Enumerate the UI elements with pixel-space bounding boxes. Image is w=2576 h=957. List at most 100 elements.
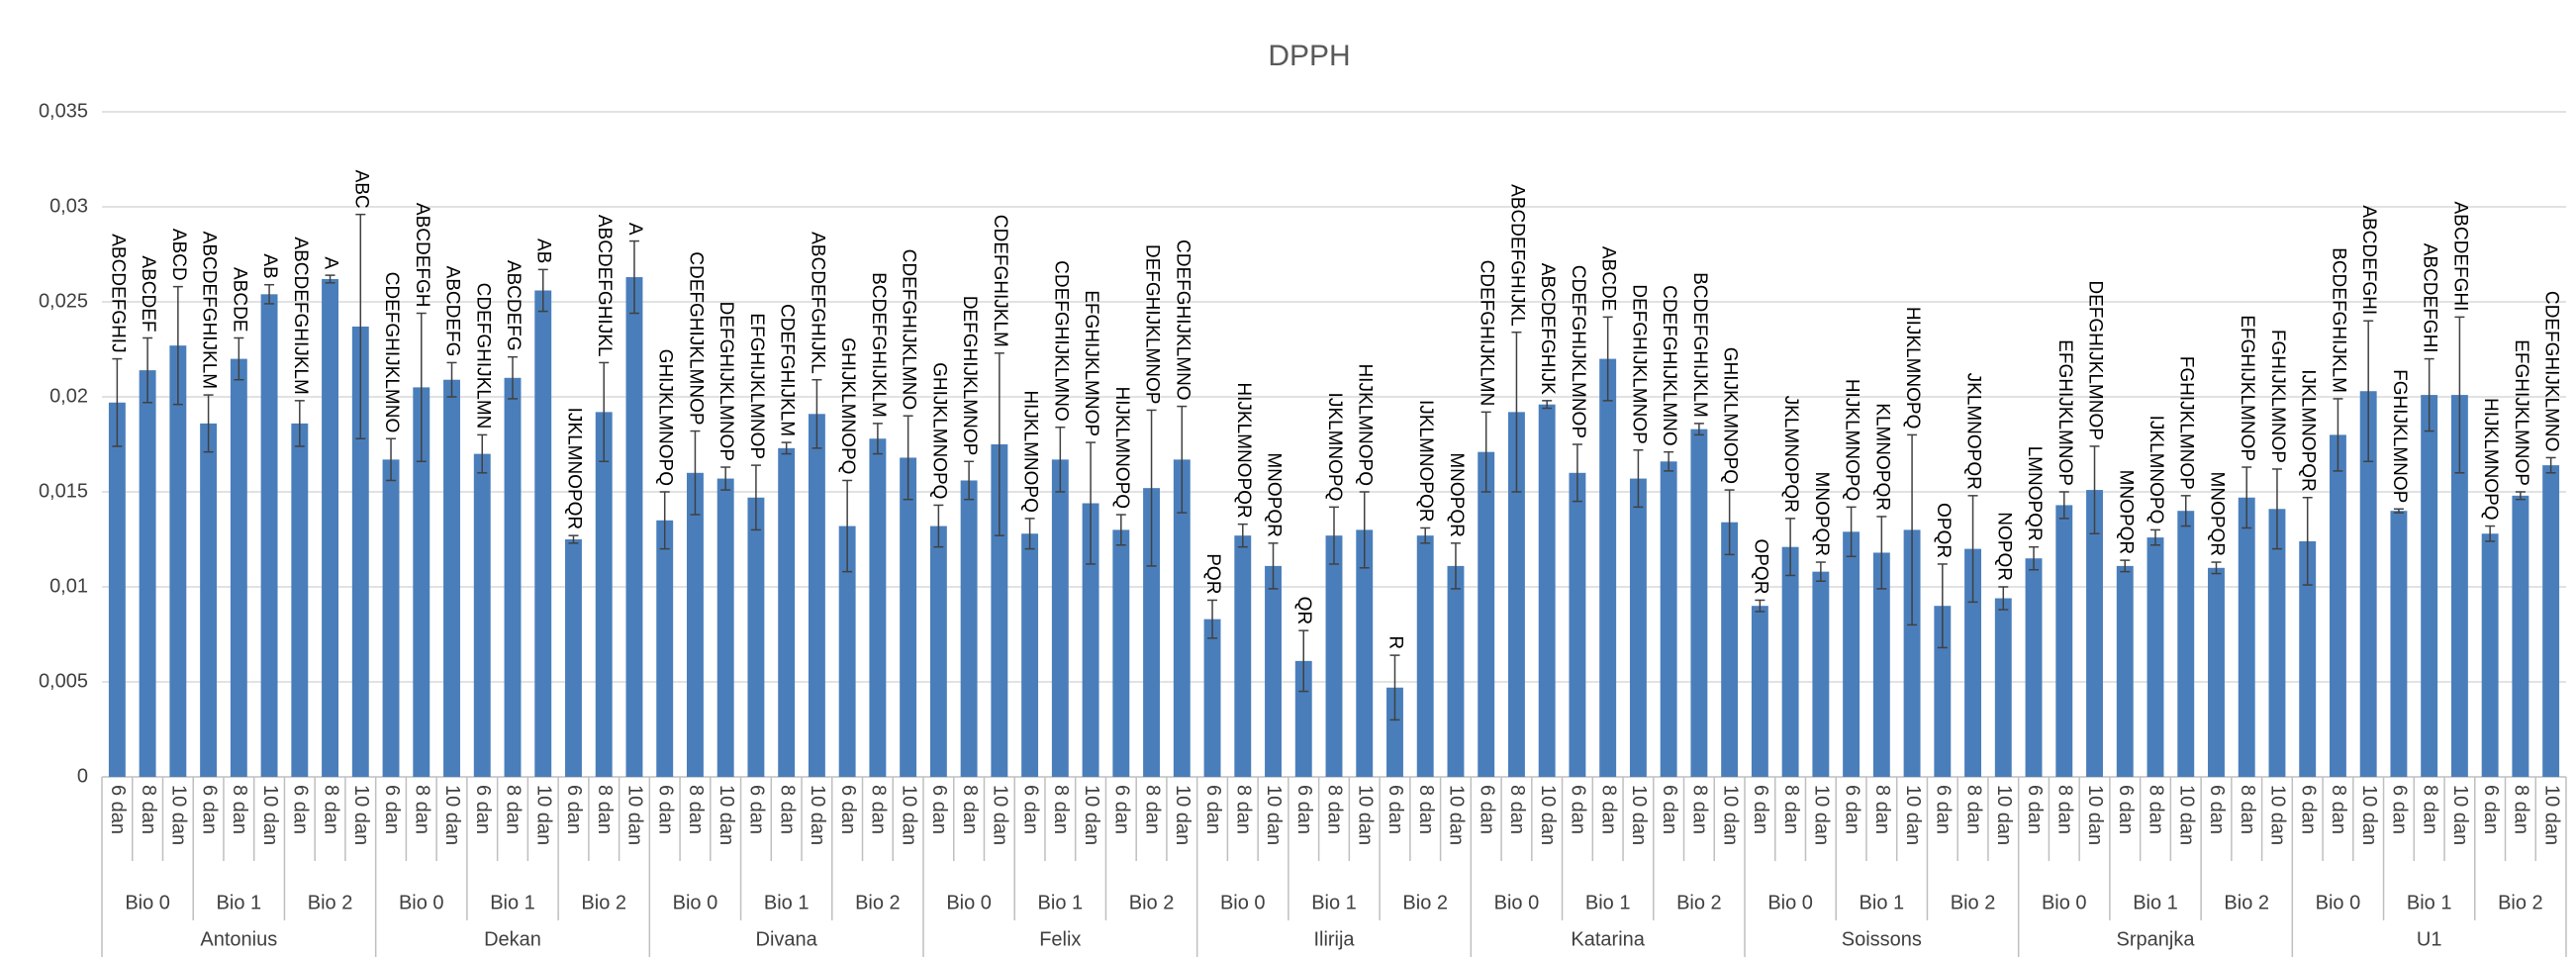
annotation: CDEFGHIJKLMNO (1659, 285, 1679, 446)
x-tick-label: 10 dan (807, 785, 828, 845)
error-bar (2302, 497, 2313, 586)
annotation: DEFGHIJKLMNOP (1628, 284, 1649, 444)
error-bar (1937, 563, 1948, 649)
error-bar (568, 534, 579, 544)
bar (1112, 529, 1130, 777)
bio-group-label: Bio 2 (2498, 892, 2543, 913)
annotation: EFGHIJKLMNOP (2511, 339, 2531, 486)
error-bar (1237, 523, 1248, 548)
annotation: ABCDEFGHIJKL (1506, 184, 1527, 327)
bar (778, 447, 796, 777)
error-bar (750, 464, 761, 531)
bar (1903, 529, 1921, 777)
annotation: OPQR (1750, 538, 1770, 594)
annotation: IJKLMNOPQR (2298, 369, 2319, 492)
error-bar (325, 274, 335, 284)
x-tick-label: 10 dan (898, 785, 919, 845)
x-tick-label: 8 dan (1050, 785, 1072, 834)
x-tick-label: 6 dan (1293, 785, 1315, 834)
error-bar (964, 460, 975, 501)
x-tick-label: 10 dan (1628, 785, 1650, 845)
variety-label: Felix (1039, 928, 1081, 950)
annotation: HIJKLMNOPQ (1842, 379, 1862, 502)
bar (716, 478, 734, 777)
bar (838, 526, 856, 777)
bar (2147, 537, 2164, 777)
error-bar (1268, 542, 1279, 590)
bio-group-label: Bio 2 (1676, 892, 1722, 913)
x-tick-label: 6 dan (1659, 785, 1680, 834)
x-tick-label: 10 dan (2084, 785, 2106, 845)
annotation: R (1384, 635, 1405, 649)
x-tick-label: 8 dan (229, 785, 250, 834)
error-bar (203, 394, 214, 453)
x-tick-label: 6 dan (1476, 785, 1497, 834)
annotation: DEFGHIJKLMNOP (2085, 280, 2106, 440)
x-tick-label: 6 dan (1841, 785, 1862, 834)
bio-group-label: Bio 2 (308, 892, 353, 913)
error-bar (1115, 514, 1126, 546)
bar (2329, 434, 2346, 777)
annotation: EFGHIJKLMNOP (746, 313, 767, 459)
bar (200, 423, 218, 777)
bar (1843, 531, 1860, 777)
bar (1143, 488, 1161, 777)
annotation: GHIJKLMNOPQ (837, 337, 858, 474)
bar (1781, 546, 1799, 777)
bar (1538, 404, 1556, 777)
x-tick-label: 8 dan (320, 785, 341, 834)
error-bar (933, 504, 944, 548)
annotation: CDEFGHIJKLM (990, 215, 1010, 347)
annotation: HIJKLMNOPQ (1355, 363, 1376, 486)
bar (2481, 533, 2499, 777)
bio-group-label: Bio 0 (1494, 892, 1540, 913)
bar (1964, 548, 1982, 777)
x-tick-label: 10 dan (624, 785, 646, 845)
annotation: ABCDEFG (503, 260, 524, 351)
error-bar (1177, 405, 1188, 514)
error-bar (2089, 445, 2100, 534)
error-bar (1055, 426, 1066, 493)
x-tick-label: 6 dan (1202, 785, 1224, 834)
x-tick-label: 8 dan (1962, 785, 1984, 834)
annotation: PQR (1202, 553, 1223, 594)
bar (260, 294, 278, 777)
error-bar (1329, 506, 1339, 565)
x-tick-label: 8 dan (1506, 785, 1528, 834)
annotation: ABCDEFGHIJK (1537, 263, 1558, 395)
annotation: BCDEFGHIJKLM (868, 272, 889, 418)
error-bar (2211, 561, 2222, 575)
x-tick-label: 6 dan (2024, 785, 2046, 834)
x-tick-label: 8 dan (138, 785, 159, 834)
annotation: GHIJKLMNOPQ (655, 349, 676, 486)
x-tick-label: 10 dan (441, 785, 463, 845)
bar (2421, 395, 2438, 777)
x-tick-label: 6 dan (2480, 785, 2502, 834)
bar (2390, 511, 2408, 777)
bar (1416, 535, 1434, 777)
bio-group-label: Bio 0 (1220, 892, 1266, 913)
error-bar (2150, 528, 2160, 546)
error-bar (2180, 495, 2191, 527)
error-bar (172, 285, 183, 406)
error-bar (508, 355, 518, 400)
annotation: IJKLMNOPQ (2146, 416, 2166, 525)
bar (1021, 533, 1039, 777)
bar (2055, 505, 2073, 777)
error-bar (1542, 400, 1553, 410)
x-tick-label: 10 dan (1537, 785, 1559, 845)
annotation: DEFGHIJKLMNOP (1142, 244, 1163, 405)
annotation: AB (533, 239, 554, 263)
x-tick-label: 6 dan (1750, 785, 1771, 834)
error-bar (1389, 654, 1400, 721)
error-bar (1907, 433, 1918, 626)
bar (1721, 522, 1739, 777)
bar (1660, 461, 1677, 777)
x-tick-label: 8 dan (1780, 785, 1802, 834)
annotation: ABCDEFGHI (2358, 205, 2379, 315)
bar (2512, 495, 2529, 777)
x-tick-label: 10 dan (259, 785, 281, 845)
error-bar (2485, 525, 2496, 542)
x-tick-label: 6 dan (290, 785, 312, 834)
error-bar (1207, 599, 1218, 639)
